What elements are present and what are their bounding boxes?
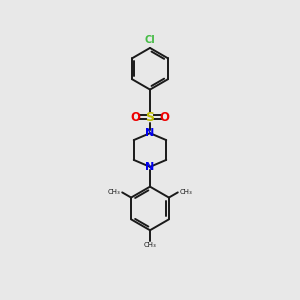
Text: CH₃: CH₃ <box>144 242 156 248</box>
Text: CH₃: CH₃ <box>179 189 192 195</box>
Text: O: O <box>159 111 169 124</box>
Text: S: S <box>146 111 154 124</box>
Text: CH₃: CH₃ <box>108 189 121 195</box>
Text: Cl: Cl <box>145 35 155 45</box>
Text: N: N <box>146 162 154 172</box>
Text: N: N <box>146 128 154 138</box>
Text: O: O <box>131 111 141 124</box>
